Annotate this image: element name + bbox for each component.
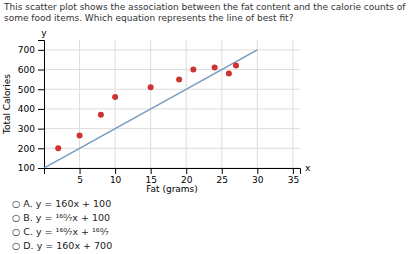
tick: 200 [18, 144, 44, 154]
tick-mark [115, 168, 116, 174]
tick: 500 [18, 85, 44, 95]
tick-label: 10 [110, 175, 122, 185]
tick-mark [38, 109, 44, 110]
plot-area [44, 50, 257, 168]
axis-line [45, 169, 301, 175]
tick: 10 [110, 168, 122, 185]
tick-label: 25 [217, 175, 228, 185]
answer-option: ○ C. y = ¹⁶⁰⁄₇x + ¹⁶⁰⁄₇ [12, 226, 109, 237]
tick-mark [186, 168, 187, 174]
tick: 300 [18, 124, 44, 134]
x-axis: 5 10 15 20 25 30 35 [45, 168, 301, 185]
tick-mark [222, 168, 223, 174]
grid-line-y [44, 89, 300, 90]
tick-label: 400 [18, 104, 35, 114]
tick-label: 200 [18, 144, 35, 154]
point [98, 112, 104, 118]
tick: 30 [252, 168, 264, 185]
grid [44, 40, 300, 168]
grid-line-y [44, 108, 300, 109]
point [233, 63, 239, 69]
point [212, 65, 218, 71]
tick: 700 [18, 45, 44, 55]
chart: This scatter plot shows the association … [0, 0, 416, 254]
tick-mark [38, 168, 44, 169]
title: This scatter plot shows the association … [3, 2, 406, 23]
point [176, 76, 182, 82]
title-line: This scatter plot shows the association … [3, 2, 406, 12]
tick-mark [38, 70, 44, 71]
tick-label: 100 [18, 163, 35, 173]
grid-line-y [44, 49, 300, 50]
tick: 15 [145, 168, 156, 185]
point [112, 94, 118, 100]
tick-mark [38, 148, 44, 149]
tick-label: 300 [18, 124, 35, 134]
point [55, 145, 61, 151]
axis-end-label: x [305, 163, 311, 173]
tick-label: 700 [18, 45, 35, 55]
fit-line [44, 50, 257, 168]
grid-line-y [44, 148, 300, 149]
tick: 600 [18, 65, 44, 75]
axis-line [38, 41, 45, 169]
tick-label: 35 [288, 175, 299, 185]
tick: 20 [181, 168, 193, 185]
tick-mark [38, 129, 44, 130]
tick: 100 [18, 163, 44, 173]
point [77, 133, 83, 139]
grid-line-y [44, 69, 300, 70]
answer-option: ○ D. y = 160x + 700 [12, 240, 112, 251]
tick: 35 [288, 168, 299, 185]
x-axis-title: Fat (grams) [146, 184, 198, 194]
y-axis: 100 200 300 400 500 600 700 [18, 41, 45, 174]
grid-line-y [44, 128, 300, 129]
tick-mark [293, 168, 294, 174]
answer-option: ○ B. y = ¹⁶⁰⁄₇x + 100 [12, 212, 110, 223]
tick-label: 30 [252, 175, 264, 185]
point [190, 67, 196, 73]
tick-label: 500 [18, 85, 35, 95]
tick: 400 [18, 104, 44, 114]
axis-end-label: y [41, 28, 47, 38]
title-line: some food items. Which equation represen… [4, 13, 294, 23]
tick-mark [257, 168, 258, 174]
tick-mark [151, 168, 152, 174]
tick-mark [80, 168, 81, 174]
point [148, 84, 154, 90]
tick: 25 [217, 168, 228, 185]
tick: 5 [77, 168, 83, 185]
tick-mark [38, 89, 44, 90]
point [226, 70, 232, 76]
tick-label: 600 [18, 65, 35, 75]
tick-label: 5 [77, 175, 83, 185]
answer-option: ○ A. y = 160x + 100 [12, 198, 111, 209]
tick-mark [38, 50, 44, 51]
y-axis-title: Total Calories [2, 74, 12, 135]
